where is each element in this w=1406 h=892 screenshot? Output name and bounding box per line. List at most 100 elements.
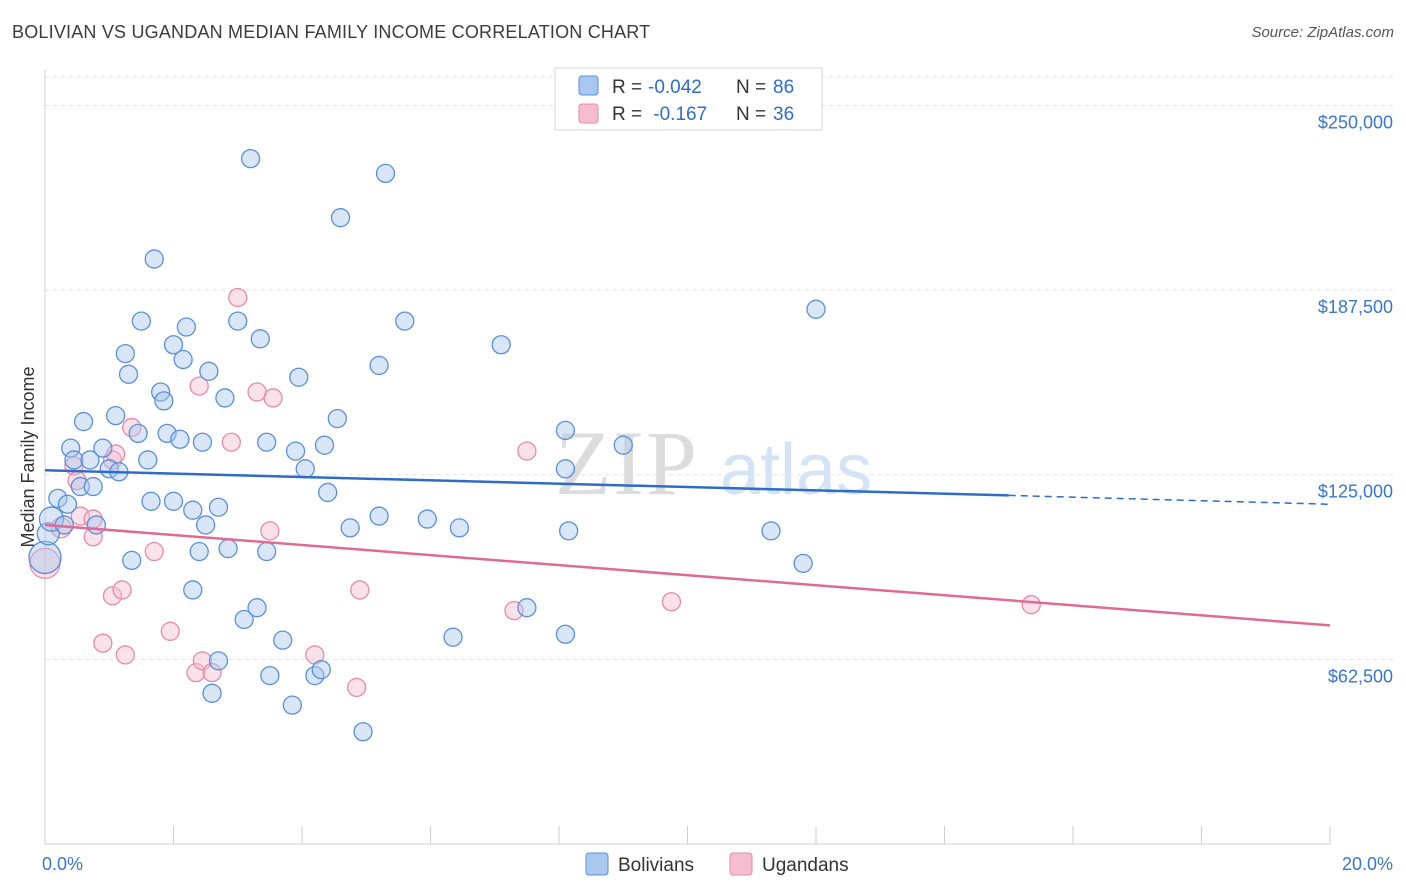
bolivians-point xyxy=(48,488,68,509)
bolivians-point xyxy=(173,349,193,370)
bolivians-point xyxy=(555,624,576,644)
bolivians-trend-line xyxy=(44,469,1009,497)
bolivians-point xyxy=(793,553,813,574)
legend-swatch-bolivians xyxy=(578,75,599,96)
bolivians-point xyxy=(163,335,184,355)
ugandans-point xyxy=(189,376,209,396)
bolivians-point xyxy=(282,695,303,715)
bolivians-point xyxy=(247,598,267,618)
bottom-legend-label-bolivians: Bolivians xyxy=(618,855,694,876)
bolivians-point xyxy=(202,683,222,703)
bolivians-point xyxy=(289,367,309,387)
bolivians-point xyxy=(806,299,826,319)
ugandans-point xyxy=(115,645,135,665)
watermark-atlas: atlas xyxy=(720,430,872,510)
legend-r-value-ugandans: -0.167 xyxy=(648,104,707,125)
stats-legend-box xyxy=(554,67,823,131)
y-tick-labels: $62,500 $125,000 $187,500 $250,000 xyxy=(1318,112,1393,686)
bolivians-point xyxy=(369,506,389,526)
ugandans-point xyxy=(102,586,123,606)
bolivians-point xyxy=(285,441,306,461)
bolivians-point xyxy=(28,540,62,575)
ugandans-trend-line xyxy=(44,523,1331,627)
bolivians-point xyxy=(395,311,415,331)
y-tick-label: $62,500 xyxy=(1328,666,1393,686)
ugandans-point xyxy=(350,580,370,600)
legend-n-value-ugandans: 36 xyxy=(773,104,794,125)
ugandans-point xyxy=(144,541,164,562)
bolivians-point xyxy=(57,494,78,514)
stats-legend: R = -0.042 N = 86 R = -0.167 N = 36 xyxy=(554,67,823,131)
legend-n-value-bolivians: 86 xyxy=(773,77,794,98)
bottom-legend-label-ugandans: Ugandans xyxy=(762,855,849,876)
ugandans-point xyxy=(260,521,280,541)
ugandans-point xyxy=(160,621,180,641)
bolivians-point xyxy=(61,438,81,458)
ugandans-point xyxy=(221,432,241,452)
bolivians-point xyxy=(64,450,84,470)
bolivians-point xyxy=(555,420,576,441)
ugandans-point xyxy=(112,580,132,600)
bolivians-point xyxy=(73,411,94,432)
bolivians-point xyxy=(375,163,396,184)
bolivians-point xyxy=(183,580,203,600)
legend-r-label-bolivians: R = xyxy=(612,77,647,98)
bolivians-point xyxy=(273,630,293,650)
y-tick-label: $125,000 xyxy=(1318,482,1393,502)
ugandans-point xyxy=(263,388,283,408)
bolivians-point xyxy=(417,509,437,529)
x-tick-label-max: 20.0% xyxy=(1342,854,1393,874)
bolivians-point xyxy=(128,423,148,444)
chart-source: Source: ZipAtlas.com xyxy=(1251,24,1394,41)
bolivians-point xyxy=(295,459,315,479)
watermark-zip: ZIP xyxy=(555,412,699,514)
bolivians-point xyxy=(330,208,351,228)
bolivians-point xyxy=(234,609,254,630)
bolivians-trend-extension xyxy=(1008,494,1331,506)
bolivians-point xyxy=(189,541,209,562)
bolivians-point xyxy=(340,518,360,538)
bolivians-point xyxy=(443,627,463,647)
legend-swatch-ugandans xyxy=(578,103,599,124)
ugandans-point xyxy=(661,592,682,612)
trend-lines xyxy=(44,469,1331,627)
bolivians-point xyxy=(555,459,576,479)
ugandans-point xyxy=(517,441,537,461)
ugandans-point xyxy=(247,382,267,402)
bolivians-point xyxy=(138,450,158,470)
bolivians-point xyxy=(36,522,60,546)
bolivians-point xyxy=(260,665,280,686)
bolivians-point xyxy=(170,429,190,449)
legend-r-label-ugandans: R = xyxy=(612,104,647,125)
bolivians-point xyxy=(491,335,511,355)
x-tick-marks xyxy=(44,826,1331,844)
bottom-legend-swatch-bolivians xyxy=(585,852,609,876)
y-tick-label: $187,500 xyxy=(1318,297,1393,317)
bolivians-point xyxy=(311,660,331,680)
bolivians-point xyxy=(228,311,248,331)
watermark: ZIP atlas xyxy=(555,412,872,514)
ugandans-point xyxy=(186,663,206,683)
bolivians-point xyxy=(195,515,216,535)
bolivians-point xyxy=(106,405,126,426)
bolivians-point xyxy=(80,450,100,470)
bottom-legend: Bolivians Ugandans xyxy=(585,852,849,876)
ugandans-point xyxy=(202,663,222,683)
bolivians-point xyxy=(215,388,235,408)
bolivians-point xyxy=(86,515,107,535)
ugandans-points xyxy=(29,287,1041,698)
legend-n-label-bolivians: N = xyxy=(736,77,771,98)
bolivians-point xyxy=(83,476,103,497)
bolivians-point xyxy=(208,497,229,517)
bottom-legend-swatch-ugandans xyxy=(729,852,753,876)
bolivians-point xyxy=(122,550,142,571)
bolivians-point xyxy=(183,500,203,520)
ugandans-point xyxy=(346,677,367,698)
bolivians-point xyxy=(154,391,174,411)
y-axis-label: Median Family Income xyxy=(18,366,38,547)
chart-title: BOLIVIAN VS UGANDAN MEDIAN FAMILY INCOME… xyxy=(12,22,651,42)
legend-n-label-ugandans: N = xyxy=(736,104,771,125)
x-tick-label-min: 0.0% xyxy=(42,854,83,874)
bolivians-point xyxy=(613,435,633,455)
bolivians-point xyxy=(163,491,184,511)
